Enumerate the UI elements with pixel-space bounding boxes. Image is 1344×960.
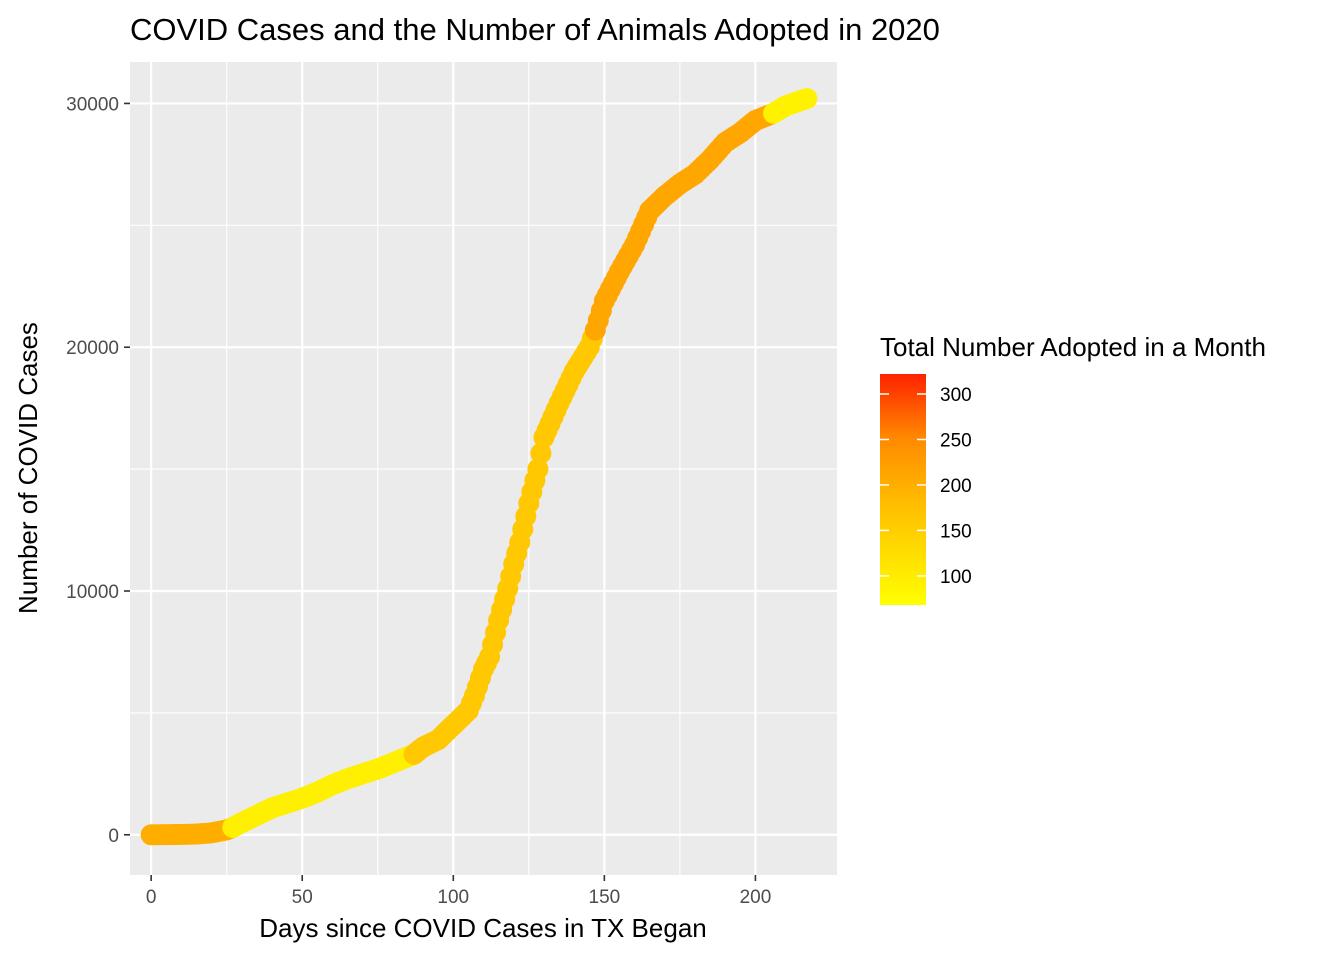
y-tick-label: 0	[108, 826, 119, 847]
y-axis-ticks: 0 10000 20000 30000	[66, 94, 130, 847]
chart-title: COVID Cases and the Number of Animals Ad…	[130, 12, 940, 47]
legend-colorbar	[880, 374, 926, 605]
legend-tick-label: 100	[940, 567, 972, 588]
data-point	[796, 88, 818, 110]
x-axis-ticks: 0 50 100 150 200	[146, 875, 771, 908]
legend-tick-label: 200	[940, 476, 972, 497]
plot-panel	[130, 62, 837, 875]
legend-tick-label: 300	[940, 385, 972, 406]
y-axis-title: Number of COVID Cases	[13, 322, 43, 614]
data-points	[140, 88, 818, 846]
x-tick-label: 200	[740, 887, 772, 908]
x-tick-label: 100	[437, 887, 469, 908]
color-legend: Total Number Adopted in a Month 100 150 20…	[880, 332, 1266, 605]
legend-tick-label: 150	[940, 521, 972, 542]
y-tick-label: 10000	[66, 582, 119, 603]
data-point	[530, 442, 552, 464]
x-tick-label: 0	[146, 887, 157, 908]
legend-tick-label: 250	[940, 430, 972, 451]
y-tick-label: 30000	[66, 94, 119, 115]
legend-ticks: 100 150 200 250 300	[880, 385, 972, 588]
x-axis-title: Days since COVID Cases in TX Began	[259, 913, 706, 943]
data-point	[527, 458, 549, 480]
x-tick-label: 50	[292, 887, 313, 908]
legend-title: Total Number Adopted in a Month	[880, 332, 1266, 362]
x-tick-label: 150	[589, 887, 621, 908]
y-tick-label: 20000	[66, 338, 119, 359]
